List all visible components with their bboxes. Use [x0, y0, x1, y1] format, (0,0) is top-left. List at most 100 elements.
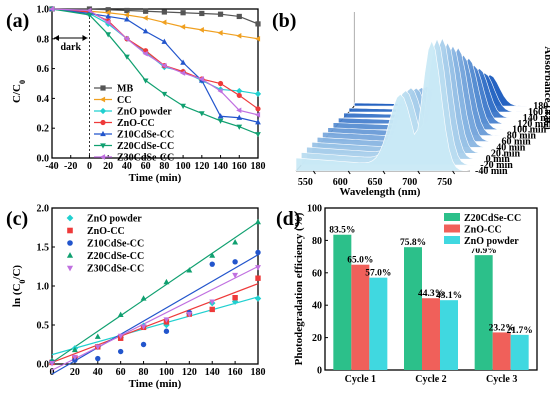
trace-label: 160 min	[528, 107, 550, 118]
data-point-a	[198, 76, 204, 82]
data-point-a	[143, 8, 149, 14]
legend-marker-a	[100, 119, 106, 126]
bar-value-label-d: 57.0%	[365, 269, 391, 279]
data-point-c	[209, 261, 215, 267]
category-label-d: Cycle 3	[486, 374, 517, 385]
bar-d	[422, 298, 440, 370]
data-point-a	[217, 88, 223, 94]
category-label-d: Cycle 1	[345, 374, 376, 385]
data-point-a	[254, 111, 261, 118]
legend-marker-c	[67, 227, 73, 234]
trace-label: 80 min	[507, 131, 537, 142]
data-point-a	[236, 107, 242, 114]
legend-swatch-d	[444, 213, 460, 221]
legend-label-c: Z20CdSe-CC	[87, 251, 144, 262]
y-axis-label-d: Photodegradation efficiency (%)	[293, 212, 305, 365]
data-point-c	[255, 218, 261, 225]
series-line-a-6	[51, 8, 259, 116]
legend-label-d: Z20CdSe-CC	[464, 213, 521, 224]
data-point-c	[49, 361, 55, 367]
x-tick-label-b: 750	[437, 177, 452, 188]
trace-label: -20 min	[480, 160, 513, 171]
x-tick-label-c: 80	[139, 367, 149, 378]
data-point-c	[140, 324, 147, 330]
x-tick-label-c: 140	[205, 367, 220, 378]
bar-value-label-d: 75.8%	[400, 238, 426, 248]
y-tick-label-d: 80	[312, 236, 322, 247]
y-tick-label-a: 0.2	[37, 124, 50, 135]
data-point-a	[254, 90, 262, 98]
data-point-a	[161, 19, 167, 26]
y-tick-label-a: 1.0	[37, 5, 50, 16]
x-tick-label-a: 180	[251, 161, 266, 172]
x-tick-label-a: 80	[159, 161, 169, 172]
panel-label-a: (a)	[6, 10, 29, 32]
bar-value-label-d: 44.3%	[418, 289, 444, 299]
y-tick-label-d: 20	[312, 333, 322, 344]
bar-value-label-d: 70.9%	[471, 246, 497, 256]
data-point-a	[217, 113, 224, 119]
legend-label-a: Z20CdSe-CC	[117, 141, 174, 152]
bar-d	[440, 300, 458, 370]
trace-label: 140 min	[523, 113, 550, 124]
data-point-a	[255, 132, 261, 138]
data-point-a	[180, 59, 186, 65]
data-point-a	[198, 111, 205, 117]
x-axis-label-c: Time (min)	[129, 378, 182, 390]
data-point-a	[236, 92, 242, 99]
y-tick-label-a: 0.8	[37, 34, 50, 45]
data-point-a	[105, 9, 111, 16]
data-point-a	[161, 38, 168, 44]
y-tick-label-c: 1.5	[37, 243, 50, 254]
data-point-a	[236, 32, 242, 39]
x-tick-label-a: -20	[64, 161, 77, 172]
data-point-a	[142, 28, 149, 34]
legend-label-c: Z30CdSe-CC	[87, 264, 144, 275]
x-tick-label-c: 180	[251, 367, 266, 378]
fit-line-c-4	[51, 265, 259, 371]
legend-marker-c	[66, 252, 74, 258]
data-point-c	[117, 311, 124, 318]
data-point-c	[117, 348, 124, 355]
legend-marker-c	[67, 240, 73, 246]
x-tick-label-a: 120	[194, 161, 209, 172]
data-point-c	[232, 239, 239, 245]
bar-d	[333, 234, 352, 370]
x-tick-label-a: 140	[213, 161, 228, 172]
data-point-a	[142, 50, 148, 57]
data-point-c	[163, 278, 170, 285]
legend-label-c: ZnO powder	[87, 214, 142, 225]
trace-label: 0 min	[486, 154, 511, 165]
trace-label: 40 min	[496, 142, 526, 153]
plot-a-frame	[51, 8, 259, 159]
legend-swatch-d	[444, 224, 460, 233]
fit-line-c-3	[51, 221, 259, 363]
legend-label-c: Z10CdSe-CC	[87, 239, 144, 250]
legend-label-d: ZnO-CC	[464, 225, 502, 236]
y-axis-label-a: C/C0	[11, 80, 27, 103]
data-point-c	[255, 275, 261, 281]
data-point-a	[236, 87, 243, 95]
data-point-a	[236, 124, 243, 130]
y-tick-label-a: 0.0	[37, 154, 50, 165]
data-point-a	[236, 13, 242, 20]
x-tick-label-c: 0	[50, 367, 55, 378]
data-point-a	[124, 7, 130, 14]
spectrum-trace-0	[295, 40, 471, 172]
data-point-a	[217, 29, 223, 36]
fit-line-c-1	[51, 283, 259, 364]
y-tick-label-d: 60	[312, 268, 322, 279]
plot-c-frame	[51, 207, 259, 365]
panel-label-b: (b)	[272, 10, 296, 32]
legend-label-d: ZnO powder	[464, 236, 519, 247]
data-point-c	[209, 299, 216, 305]
data-point-a	[124, 54, 130, 60]
data-point-c	[232, 259, 238, 265]
bar-value-label-d: 21.7%	[507, 326, 533, 336]
y-axis-label-c: ln (C0/C)	[11, 265, 27, 308]
x-tick-label-c: 40	[93, 367, 103, 378]
data-point-a	[217, 11, 224, 17]
data-point-a	[86, 12, 93, 19]
data-point-a	[123, 35, 129, 42]
data-point-c	[163, 328, 170, 334]
